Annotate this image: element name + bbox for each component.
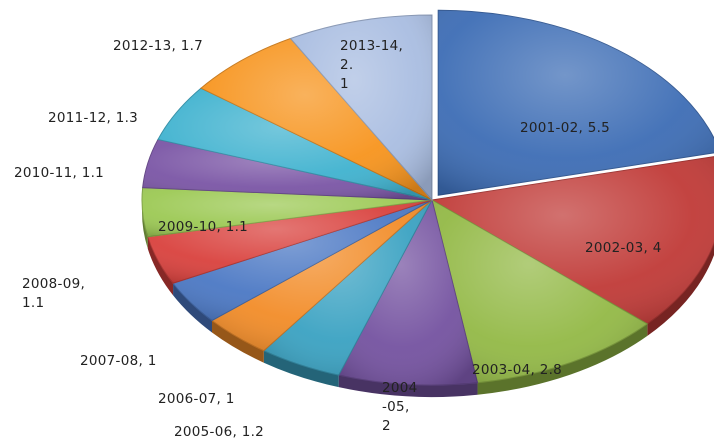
pie-slice-depth-2008-09 — [147, 236, 174, 296]
pie-slice-sheen-2009-10 — [142, 187, 432, 237]
pie-slice-sheen-2006-07 — [211, 200, 432, 351]
pie-slice-sheen-2003-04 — [432, 200, 648, 383]
pie-slice-sheen-2012-13 — [200, 38, 432, 201]
slice-label-2008-09: 2008-09, 1.1 — [22, 276, 85, 311]
pie-slice-sheen-2007-08 — [173, 200, 432, 321]
pie-slice-sheen-2011-12 — [157, 88, 432, 200]
pie-slice-depth-2003-04 — [477, 323, 648, 395]
slice-label-2001-02: 2001-02, 5.5 — [520, 120, 610, 136]
pie-slice-depth-2007-08 — [173, 283, 212, 333]
slice-label-2012-13: 2012-13, 1.7 — [113, 38, 203, 54]
pie-slice-depth-2009-10 — [142, 200, 148, 249]
pie-slice-sheen-2013-14 — [290, 15, 432, 200]
pie-slice-depth-2004-05 — [338, 375, 478, 397]
slice-label-2011-12: 2011-12, 1.3 — [48, 110, 138, 126]
pie-slice-sheen-2002-03 — [432, 156, 714, 324]
slice-label-2007-08: 2007-08, 1 — [80, 353, 157, 369]
slice-label-2005-06: 2005-06, 1.2 — [174, 424, 264, 440]
pie-slice-sheen-2004-05 — [338, 200, 478, 385]
pie-depth-layer — [142, 200, 714, 397]
slice-label-2002-03: 2002-03, 4 — [585, 240, 662, 256]
pie-slice-sheen-2005-06 — [263, 200, 432, 376]
slice-label-2006-07: 2006-07, 1 — [158, 391, 235, 407]
slice-label-2009-10: 2009-10, 1.1 — [158, 219, 248, 235]
slice-label-2004-05: 2004 -05, 2 — [382, 380, 418, 434]
pie-slice-depth-2006-07 — [211, 320, 264, 363]
slice-label-2010-11: 2010-11, 1.1 — [14, 165, 104, 181]
slice-label-2013-14: 2013-14, 2. 1 — [340, 38, 403, 92]
pie-labels: 2001-02, 5.5 2002-03, 4 2003-04, 2.8 2004 -0… — [14, 38, 662, 440]
pie-slice-sheen-2010-11 — [142, 139, 432, 200]
pie-slice-depth-2005-06 — [263, 350, 339, 388]
pie-slice-depth-2002-03 — [647, 242, 714, 336]
pie-slice-sheen-2008-09 — [147, 200, 433, 284]
slice-label-2003-04: 2003-04, 2.8 — [472, 362, 562, 378]
pie-slice-sheen-2001-02 — [438, 10, 714, 196]
pie-slices — [141, 9, 714, 386]
